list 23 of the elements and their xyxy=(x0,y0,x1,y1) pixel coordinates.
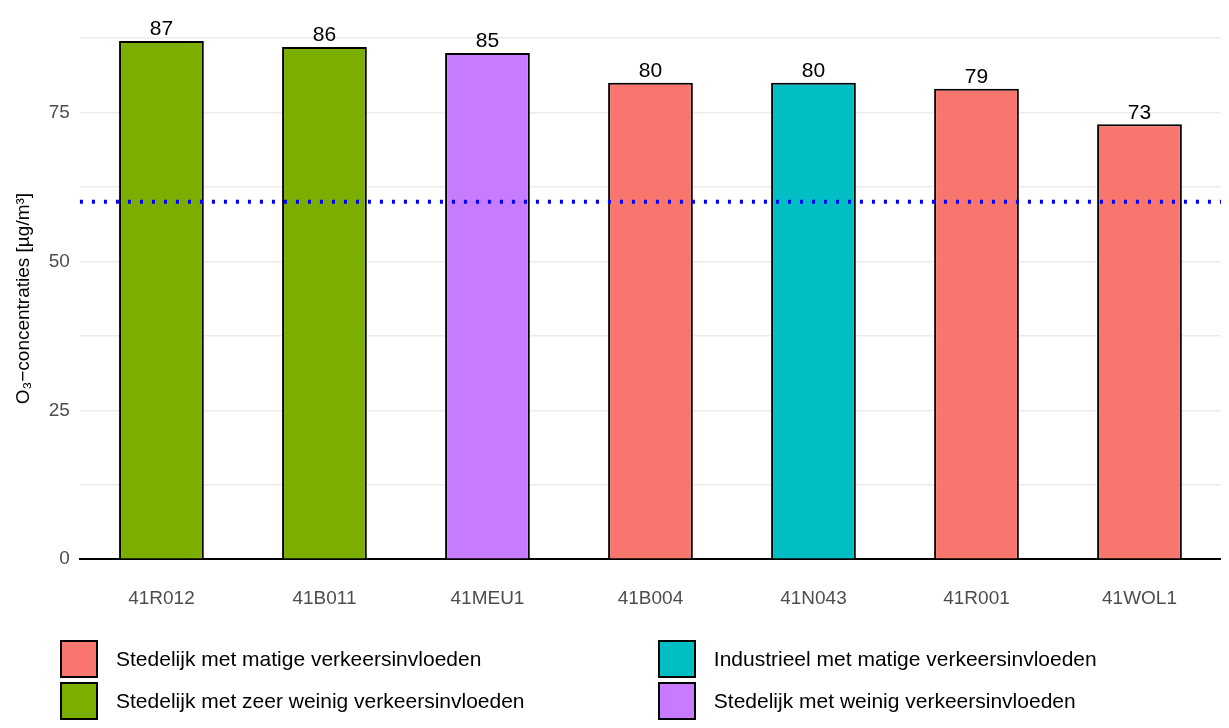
y-tick-label: 25 xyxy=(48,398,70,420)
x-tick-label: 41WOL1 xyxy=(1102,586,1177,608)
data-label: 85 xyxy=(475,28,500,52)
x-tick-label: 41N043 xyxy=(780,586,847,608)
data-label: 80 xyxy=(638,57,663,81)
legend-label: Stedelijk met weinig verkeersinvloeden xyxy=(713,689,1076,713)
x-tick-label: 41MEU1 xyxy=(450,586,525,608)
data-label: 80 xyxy=(801,57,826,81)
data-label: 79 xyxy=(964,63,989,87)
legend-label: Industrieel met matige verkeersinvloeden xyxy=(713,647,1097,671)
data-label: 86 xyxy=(312,22,337,46)
x-tick-label: 41R012 xyxy=(128,586,195,608)
y-tick-label: 50 xyxy=(48,249,70,271)
data-label: 73 xyxy=(1127,99,1152,123)
x-tick-label: 41B004 xyxy=(617,586,684,608)
x-tick-label: 41R001 xyxy=(943,586,1010,608)
legend-label: Stedelijk met zeer weinig verkeersinvloeden xyxy=(116,689,525,713)
y-axis-title: O₃−concentraties [µg/m³] xyxy=(11,192,33,405)
y-tick-label: 0 xyxy=(59,547,70,569)
data-label: 87 xyxy=(149,16,174,40)
legend-label: Stedelijk met matige verkeersinvloeden xyxy=(116,647,482,671)
y-tick-label: 75 xyxy=(48,100,70,122)
x-tick-label: 41B011 xyxy=(292,586,357,608)
